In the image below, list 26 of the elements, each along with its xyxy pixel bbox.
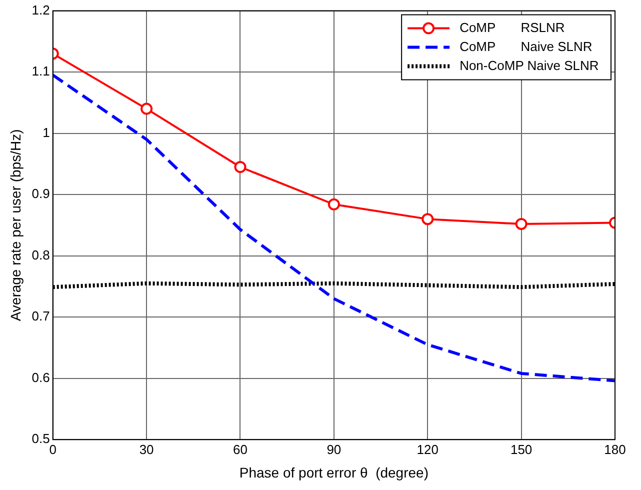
point — [234, 161, 246, 174]
y-tick-label: 0.6 — [32, 370, 50, 385]
y-tick-label: 1.1 — [32, 64, 50, 79]
legend-label: Non-CoMP Naive SLNR — [460, 58, 599, 73]
x-tick-label: 60 — [233, 442, 248, 457]
point — [515, 218, 528, 230]
x-axis-title: Phase of port error θ (degree) — [239, 464, 428, 480]
x-tick-label: 180 — [604, 442, 626, 457]
x-tick-label: 150 — [510, 442, 532, 457]
y-tick-label: 0.9 — [32, 186, 50, 202]
x-tick-label: 90 — [326, 442, 342, 457]
y-tick-label: 1.2 — [32, 2, 50, 18]
y-tick-label: 1 — [42, 124, 50, 140]
y-tick-label: 0.5 — [32, 431, 50, 446]
point — [328, 198, 340, 210]
x-tick-label: 120 — [416, 442, 438, 457]
point — [140, 102, 153, 115]
point — [422, 213, 434, 226]
y-axis-title: Average rate per user (bps/Hz) — [7, 129, 24, 322]
y-tick-label: 0.7 — [32, 308, 50, 324]
legend-label: CoMP Naive SLNR — [460, 38, 592, 54]
x-tick-label: 30 — [139, 442, 154, 457]
legend-label: CoMP RSLNR — [460, 20, 565, 35]
x-tick-label: 0 — [49, 442, 56, 457]
line-series — [52, 74, 615, 382]
y-tick-label: 0.8 — [32, 247, 50, 262]
